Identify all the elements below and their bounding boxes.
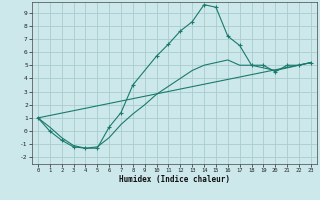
X-axis label: Humidex (Indice chaleur): Humidex (Indice chaleur) [119,175,230,184]
